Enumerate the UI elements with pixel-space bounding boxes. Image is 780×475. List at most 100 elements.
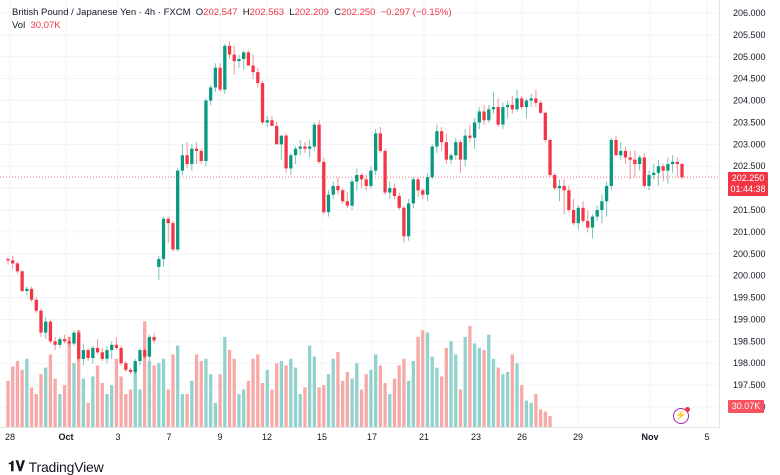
candle bbox=[39, 308, 43, 337]
volume-bar bbox=[44, 367, 48, 427]
volume-label[interactable]: Vol bbox=[12, 20, 26, 31]
open-value: 202.547 bbox=[203, 7, 238, 18]
candle bbox=[340, 188, 345, 204]
candle bbox=[553, 172, 557, 191]
volume-bar bbox=[322, 385, 326, 427]
volume-bar bbox=[105, 394, 109, 427]
candle bbox=[388, 181, 392, 200]
tradingview-mark-icon: 𝟏𝐕 bbox=[8, 458, 25, 474]
volume-bar bbox=[25, 358, 29, 427]
candle bbox=[48, 319, 53, 344]
candle bbox=[58, 336, 62, 348]
candle bbox=[312, 122, 317, 151]
candle bbox=[350, 179, 354, 211]
candle bbox=[364, 174, 368, 191]
volume-bar bbox=[138, 389, 142, 427]
candle bbox=[190, 144, 194, 171]
candle bbox=[430, 144, 434, 180]
candle bbox=[227, 41, 232, 59]
candle bbox=[411, 177, 415, 208]
volume-bar bbox=[166, 389, 170, 427]
volume-bar bbox=[128, 389, 133, 427]
last-price: 202.250 bbox=[731, 173, 765, 183]
volume-bar bbox=[340, 380, 345, 427]
volume-bar bbox=[176, 345, 180, 427]
lightning-icon[interactable]: ⚡ bbox=[673, 407, 690, 424]
candle bbox=[670, 155, 675, 173]
candle bbox=[652, 164, 656, 180]
volume-bar bbox=[15, 361, 20, 427]
ohlc-row: British Pound / Japanese Yen · 4h · FXCM… bbox=[12, 6, 452, 19]
volume-bar bbox=[95, 365, 100, 427]
x-axis-label: 15 bbox=[317, 432, 327, 442]
y-axis-label: 204.000 bbox=[733, 96, 766, 106]
y-axis-label: 205.500 bbox=[733, 30, 766, 40]
volume-bar bbox=[454, 354, 458, 427]
volume-bar bbox=[48, 354, 53, 427]
volume-bar bbox=[421, 330, 425, 427]
candle bbox=[477, 107, 481, 130]
candle bbox=[11, 255, 15, 270]
symbol-title[interactable]: British Pound / Japanese Yen · 4h · FXCM bbox=[12, 7, 191, 18]
volume-bar bbox=[331, 358, 335, 427]
chart-pane[interactable] bbox=[0, 0, 720, 428]
close-label: C bbox=[334, 7, 342, 18]
candle bbox=[378, 126, 382, 154]
volume-bar bbox=[171, 354, 175, 427]
candle bbox=[298, 139, 302, 156]
volume-bar bbox=[548, 416, 552, 427]
volume-bar bbox=[190, 380, 194, 427]
volume-bar bbox=[416, 336, 420, 427]
volume-bar bbox=[242, 389, 246, 427]
volume-bar bbox=[383, 383, 387, 427]
bar-countdown: 01:44:38 bbox=[730, 184, 766, 194]
volume-bar bbox=[402, 358, 406, 427]
volume-bar bbox=[439, 376, 444, 427]
candle bbox=[520, 96, 524, 110]
volume-bar bbox=[336, 352, 340, 427]
x-axis-label: 7 bbox=[166, 432, 171, 442]
candle bbox=[647, 170, 651, 191]
volume-bar bbox=[279, 361, 284, 427]
volume-bar bbox=[510, 354, 514, 427]
candle bbox=[284, 133, 288, 173]
high-value: 202.563 bbox=[249, 7, 285, 18]
volume-bar bbox=[114, 358, 119, 427]
candle bbox=[609, 137, 613, 191]
candle bbox=[515, 89, 519, 112]
volume-bar bbox=[270, 389, 274, 427]
volume-bar bbox=[62, 385, 67, 427]
candle bbox=[529, 93, 533, 108]
volume-bar bbox=[482, 350, 486, 427]
x-axis-label: 23 bbox=[471, 432, 481, 442]
volume-bar bbox=[345, 372, 350, 427]
volume-bar bbox=[147, 361, 152, 427]
volume-bar bbox=[392, 378, 397, 427]
candle bbox=[293, 146, 298, 165]
x-axis-label: 26 bbox=[517, 432, 527, 442]
symbol-legend: British Pound / Japanese Yen · 4h · FXCM… bbox=[12, 6, 452, 32]
volume-bar bbox=[308, 345, 312, 427]
candlestick-chart: 206.000 205.500 205.000 204.500 204.000 203.5… bbox=[0, 0, 766, 442]
x-axis-label: 3 bbox=[115, 432, 120, 442]
volume-bar bbox=[232, 358, 236, 427]
volume-bar bbox=[524, 400, 529, 427]
candle bbox=[600, 194, 604, 224]
volume-bar bbox=[119, 376, 123, 427]
volume-bar bbox=[251, 358, 255, 427]
candle bbox=[444, 133, 448, 165]
high-label: H bbox=[242, 7, 250, 18]
candle bbox=[260, 80, 265, 125]
volume-bar bbox=[534, 394, 538, 427]
candle bbox=[581, 201, 585, 224]
candle bbox=[614, 135, 618, 156]
candle bbox=[72, 330, 76, 346]
brand-name: TradingView bbox=[28, 458, 104, 475]
candle bbox=[576, 205, 580, 230]
volume-bar bbox=[223, 336, 227, 427]
candle bbox=[458, 139, 463, 173]
x-axis-label: 9 bbox=[217, 432, 222, 442]
candle bbox=[543, 111, 547, 143]
tradingview-logo[interactable]: 𝟏𝐕 TradingView bbox=[8, 458, 104, 475]
candle bbox=[303, 142, 307, 154]
